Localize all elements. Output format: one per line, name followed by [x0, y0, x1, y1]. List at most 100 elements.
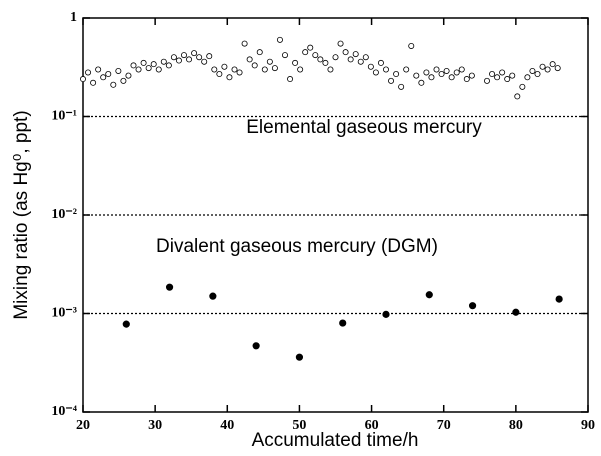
data-point — [468, 72, 475, 79]
data-point — [555, 295, 563, 303]
data-point — [85, 69, 92, 76]
data-point — [489, 71, 496, 78]
x-tick-label: 60 — [365, 418, 379, 433]
data-point — [115, 67, 122, 74]
data-point — [145, 65, 152, 72]
data-point — [332, 54, 339, 61]
data-point — [357, 58, 364, 65]
data-point — [504, 76, 511, 83]
data-point — [271, 65, 278, 72]
data-point — [367, 63, 374, 70]
data-point — [241, 40, 248, 47]
data-point — [433, 66, 440, 73]
y-tick-label: 10⁻² — [51, 207, 77, 222]
data-point — [236, 69, 243, 76]
data-point — [554, 65, 561, 72]
series-label: Elemental gaseous mercury — [246, 117, 482, 138]
data-point — [342, 49, 349, 56]
data-point — [352, 51, 359, 58]
y-tick-label: 10⁻¹ — [51, 109, 77, 124]
data-point — [382, 66, 389, 73]
data-point — [186, 56, 193, 63]
data-point — [377, 59, 384, 66]
data-point — [251, 62, 258, 69]
x-tick-label: 50 — [292, 418, 306, 433]
data-point — [425, 291, 433, 299]
data-point — [398, 83, 405, 90]
data-point — [100, 74, 107, 81]
data-point — [170, 54, 177, 61]
data-point — [276, 36, 283, 43]
data-point — [549, 61, 556, 68]
y-tick-label: 10⁻⁴ — [51, 404, 77, 419]
data-point — [499, 69, 506, 76]
data-point — [458, 66, 465, 73]
data-point — [80, 76, 87, 83]
data-point — [312, 52, 319, 59]
data-point — [529, 67, 536, 74]
data-point — [443, 67, 450, 74]
data-point — [165, 62, 172, 69]
x-tick-label: 90 — [581, 418, 595, 433]
data-point — [175, 57, 182, 64]
data-point — [382, 310, 390, 318]
data-point — [150, 61, 157, 68]
data-point — [339, 319, 347, 327]
data-point — [514, 93, 521, 100]
data-point — [524, 74, 531, 81]
data-point — [211, 66, 218, 73]
data-point — [408, 42, 415, 49]
data-point — [281, 52, 288, 59]
x-tick-label: 80 — [509, 418, 523, 433]
data-point — [130, 62, 137, 69]
data-point — [140, 59, 147, 66]
data-point — [438, 71, 445, 78]
data-point — [544, 66, 551, 73]
x-tick-label: 30 — [148, 418, 162, 433]
data-point — [292, 59, 299, 66]
data-point — [295, 353, 304, 361]
data-point — [221, 63, 228, 70]
data-point — [256, 49, 263, 56]
x-axis-label: Accumulated time/h — [252, 430, 419, 451]
data-point — [512, 308, 520, 316]
data-point — [110, 81, 117, 88]
y-axis-label: Mixing ratio (as Hg⁰, ppt) — [11, 110, 32, 319]
data-point — [413, 72, 420, 79]
data-point — [403, 66, 410, 73]
data-point — [468, 302, 477, 310]
data-point — [302, 49, 309, 56]
data-point — [337, 40, 344, 47]
data-point — [362, 54, 369, 61]
data-point — [180, 52, 187, 59]
data-point — [428, 74, 435, 81]
data-point — [327, 66, 334, 73]
data-point — [120, 77, 127, 84]
data-point — [483, 77, 490, 84]
data-point — [463, 76, 470, 83]
x-tick-label: 40 — [220, 418, 234, 433]
data-point — [196, 54, 203, 61]
data-point — [322, 59, 329, 66]
data-point — [206, 53, 213, 60]
data-point — [246, 56, 253, 63]
series-label: Divalent gaseous mercury (DGM) — [156, 236, 438, 257]
data-point — [95, 66, 102, 73]
data-point — [122, 320, 130, 328]
data-point — [125, 72, 132, 79]
data-point — [287, 76, 294, 83]
data-point — [266, 58, 273, 65]
data-point — [105, 71, 112, 78]
data-point — [347, 56, 354, 63]
data-point — [534, 71, 541, 78]
y-tick-label: 1 — [70, 10, 77, 25]
data-point — [519, 83, 526, 90]
data-point — [261, 66, 268, 73]
data-point — [423, 69, 430, 76]
data-point — [393, 71, 400, 78]
data-point — [90, 79, 97, 86]
data-point — [307, 44, 314, 51]
data-point — [201, 58, 208, 65]
data-point — [155, 66, 162, 73]
